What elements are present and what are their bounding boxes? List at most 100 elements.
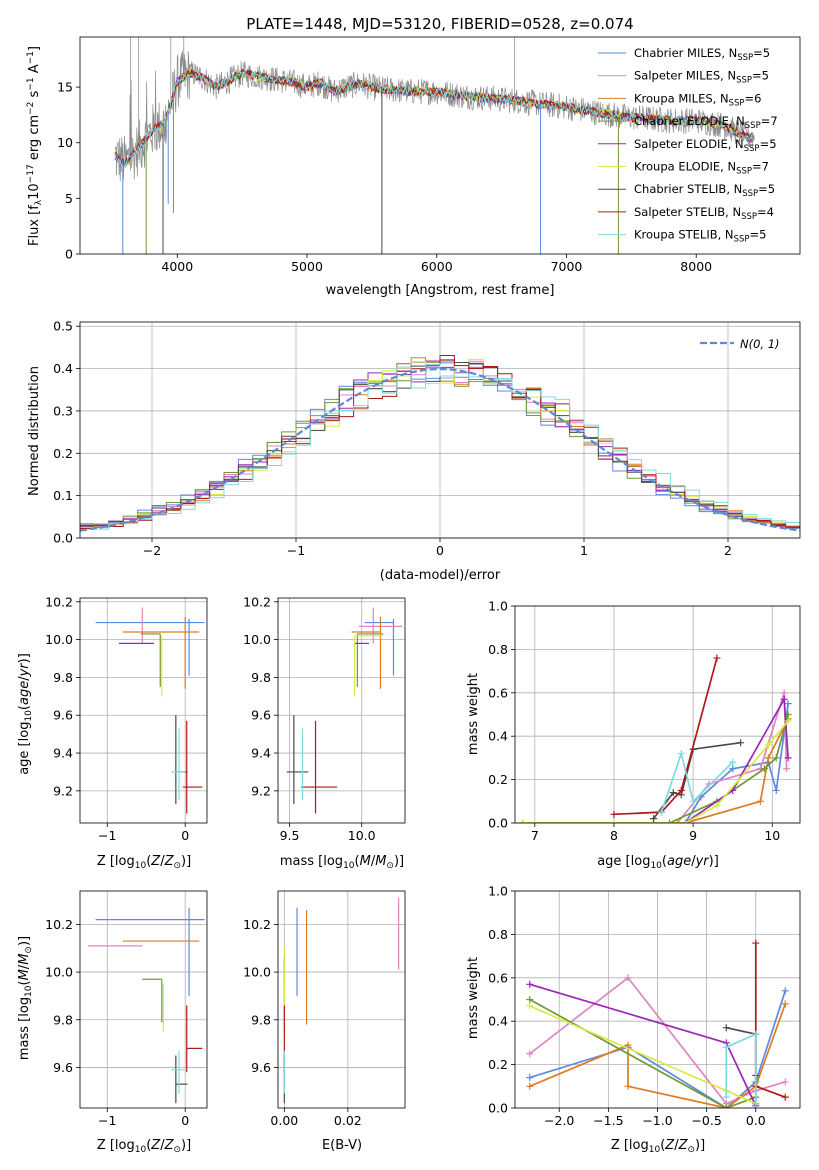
massZ-xlabel: Z [log10(Z/Z⊙)] bbox=[97, 1138, 191, 1155]
axes-frame bbox=[79, 321, 801, 539]
massweight-point-marker bbox=[752, 1030, 760, 1038]
y-tick-label: 5 bbox=[65, 191, 73, 206]
plot-area bbox=[283, 898, 400, 1104]
legend-tail: =6 bbox=[744, 91, 761, 105]
massweight-vs-age-plot: 7 8 9 10 0.0 0.2 0.4 0.6 0.8 1.0 bbox=[488, 599, 801, 843]
age-vs-mass-plot: 9.5 10.0 9.2 9.4 9.6 9.8 10.0 10.2 bbox=[243, 594, 406, 843]
legend-tail: =5 bbox=[749, 228, 766, 242]
mass-vs-ebv-plot: 0.00 0.02 9.6 9.8 10.0 10.2 bbox=[243, 890, 406, 1128]
massweight-point-marker bbox=[713, 802, 721, 810]
mwAge-ylabel: mass weight bbox=[466, 673, 481, 755]
x-tick-label: 7000 bbox=[551, 259, 583, 274]
y-tick-label: 0.4 bbox=[53, 361, 73, 376]
x-tick-label: −1 bbox=[98, 828, 116, 843]
massweight-series-line bbox=[660, 750, 734, 813]
legend-entry: Chabrier STELIB, NSSP=5 bbox=[634, 182, 775, 199]
massweight-point-marker bbox=[610, 810, 618, 818]
massweight-point-marker bbox=[665, 819, 673, 823]
massweight-point-marker bbox=[624, 974, 632, 982]
legend-text: Kroupa STELIB, N bbox=[634, 228, 734, 242]
massweight-point-marker bbox=[780, 689, 788, 697]
y-tick-label: 10.0 bbox=[243, 965, 271, 980]
y-tick-label: 9.4 bbox=[251, 746, 271, 761]
massweight-point-marker bbox=[722, 1104, 730, 1108]
massweight-point-marker bbox=[526, 996, 534, 1003]
axes-frame bbox=[514, 890, 801, 1109]
x-tick-label: 5000 bbox=[291, 259, 323, 274]
y-tick-label: 9.2 bbox=[53, 783, 73, 798]
massweight-series-line bbox=[529, 998, 757, 1108]
y-tick-label: 10.2 bbox=[45, 594, 73, 609]
legend-text: Chabrier ELODIE, N bbox=[634, 114, 745, 128]
massweight-point-marker bbox=[677, 786, 685, 794]
legend-subscript: SSP bbox=[736, 76, 752, 86]
residuals-xlabel: (data-model)/error bbox=[380, 568, 501, 583]
massZ-ylabel: mass [log10(M/M⊙)] bbox=[17, 936, 34, 1060]
legend-entry: Kroupa STELIB, NSSP=5 bbox=[634, 228, 766, 245]
y-tick-label: 0.4 bbox=[488, 1014, 508, 1029]
massweight-point-marker bbox=[526, 1082, 534, 1090]
y-tick-label: 10 bbox=[57, 135, 73, 150]
axes-frame bbox=[79, 36, 801, 255]
massweight-series-line bbox=[529, 1003, 787, 1108]
y-tick-label: 9.8 bbox=[53, 670, 73, 685]
residual-histogram bbox=[80, 364, 800, 530]
y-tick-label: 10.0 bbox=[45, 632, 73, 647]
legend-entry: Chabrier ELODIE, NSSP=7 bbox=[634, 114, 778, 131]
y-tick-label: 9.8 bbox=[251, 1012, 271, 1027]
y-tick-label: 10.0 bbox=[243, 632, 271, 647]
ageZ-xlabel: Z [log10(Z/Z⊙)] bbox=[97, 854, 191, 871]
y-tick-label: 0.0 bbox=[53, 531, 73, 546]
massweight-point-marker bbox=[519, 819, 527, 823]
spectrum-xlabel: wavelength [Angstrom, rest frame] bbox=[326, 283, 555, 298]
legend-tail: =5 bbox=[758, 182, 775, 196]
plot-area bbox=[519, 654, 792, 823]
ageZ-ylabel: age [log10(age/yr)] bbox=[17, 653, 34, 775]
x-tick-label: 10.0 bbox=[348, 828, 376, 843]
y-tick-label: 10.2 bbox=[243, 917, 271, 932]
massweight-point-marker bbox=[729, 758, 737, 766]
axes-frame bbox=[277, 597, 406, 824]
y-tick-label: 0.6 bbox=[488, 685, 508, 700]
massweight-point-marker bbox=[784, 754, 792, 762]
legend-text: Kroupa MILES, N bbox=[634, 91, 729, 105]
massweight-point-marker bbox=[657, 808, 665, 816]
legend-entry: Salpeter ELODIE, NSSP=5 bbox=[634, 137, 777, 154]
axes-frame bbox=[79, 597, 208, 824]
massweight-point-marker bbox=[624, 1082, 632, 1090]
y-tick-label: 0.4 bbox=[488, 729, 508, 744]
y-tick-label: 15 bbox=[57, 80, 73, 95]
y-tick-label: 1.0 bbox=[488, 599, 508, 614]
legend-entry: Salpeter MILES, NSSP=5 bbox=[634, 69, 769, 86]
legend-subscript: SSP bbox=[736, 167, 752, 177]
x-tick-label: 0 bbox=[436, 543, 444, 558]
massweight-series-line bbox=[529, 990, 787, 1108]
massweight-point-marker bbox=[781, 1078, 789, 1086]
model-spectrum-line bbox=[114, 70, 753, 168]
x-tick-label: 8 bbox=[610, 828, 618, 843]
plot-area bbox=[286, 607, 403, 814]
legend-subscript: SSP bbox=[734, 235, 750, 245]
x-tick-label: 0.00 bbox=[270, 1113, 298, 1128]
axes-frame bbox=[514, 605, 801, 824]
plot-area bbox=[87, 907, 205, 1104]
y-tick-label: 0.8 bbox=[488, 927, 508, 942]
legend-tail: =7 bbox=[761, 114, 778, 128]
massweight-point-marker bbox=[526, 1074, 534, 1082]
legend-tail: =7 bbox=[752, 160, 769, 174]
x-tick-label: 6000 bbox=[421, 259, 453, 274]
x-tick-label: 8000 bbox=[680, 259, 712, 274]
massweight-point-marker bbox=[784, 717, 792, 725]
massweight-point-marker bbox=[526, 980, 534, 988]
y-tick-label: 9.6 bbox=[53, 708, 73, 723]
y-tick-label: 1.0 bbox=[488, 884, 508, 899]
x-tick-label: −1.5 bbox=[593, 1113, 623, 1128]
massweight-series-line bbox=[522, 714, 789, 823]
y-tick-label: 9.2 bbox=[251, 783, 271, 798]
y-tick-label: 0.2 bbox=[488, 1057, 508, 1072]
y-tick-label: 0.1 bbox=[53, 488, 73, 503]
y-tick-label: 0.2 bbox=[53, 446, 73, 461]
y-tick-label: 9.6 bbox=[251, 1060, 271, 1075]
massweight-series-line bbox=[529, 983, 757, 1107]
legend-tail: =5 bbox=[753, 46, 770, 60]
